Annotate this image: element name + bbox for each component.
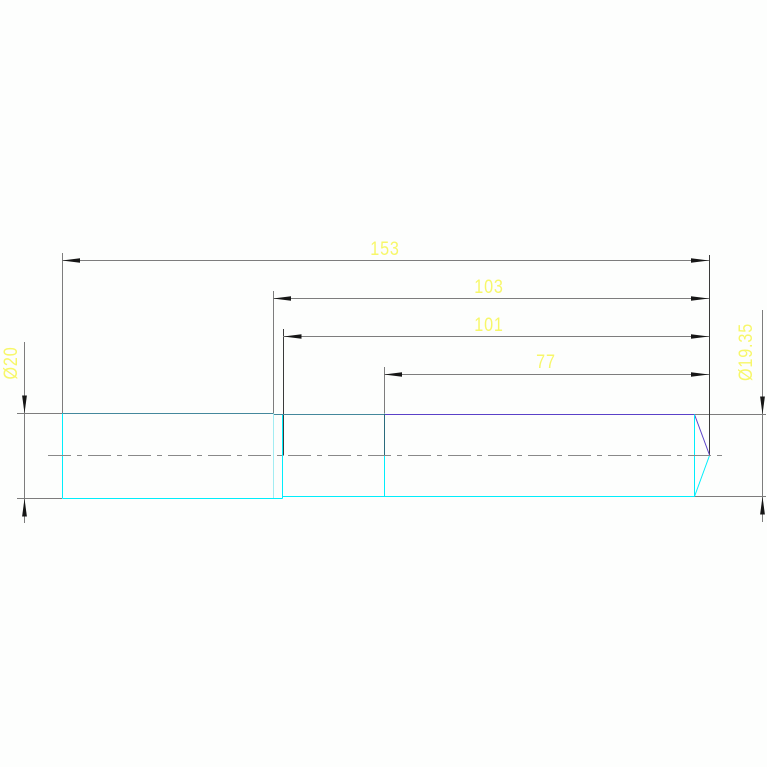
dim-label-77: 77 — [536, 352, 556, 373]
dimension-arrows — [22, 258, 765, 517]
dim-label-101: 101 — [474, 315, 504, 336]
dim-label-dia-19-35: Ø19.35 — [736, 322, 757, 382]
dimension-lines — [62, 260, 709, 375]
dim-label-dia-20: Ø20 — [1, 346, 22, 380]
dim-label-153: 153 — [370, 239, 400, 260]
dim-label-103: 103 — [474, 277, 504, 298]
extension-lines — [17, 253, 766, 523]
part-outline — [62, 413, 710, 499]
extension-lines-dark — [283, 255, 710, 456]
